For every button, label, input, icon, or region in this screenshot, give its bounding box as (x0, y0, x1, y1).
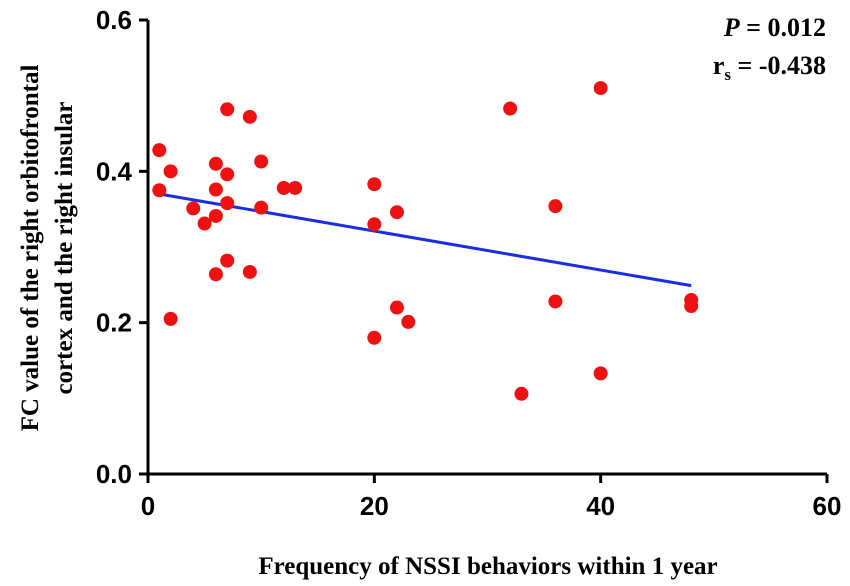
data-point (220, 167, 235, 182)
data-point (514, 386, 529, 401)
y-tick-label: 0.0 (96, 459, 132, 489)
r-value-annotation: rs = -0.438 (713, 51, 826, 84)
data-point (220, 196, 235, 211)
axes-layer: 0.0 0.2 0.4 0.6 0 20 40 60 (96, 5, 842, 521)
data-point (367, 217, 382, 232)
data-point (208, 156, 223, 171)
data-point (242, 109, 257, 124)
data-point (152, 183, 167, 198)
r-label: r (713, 51, 725, 80)
data-point (593, 366, 608, 381)
data-point (276, 180, 291, 195)
data-point (186, 201, 201, 216)
regression-line (159, 192, 692, 288)
data-point (163, 164, 178, 179)
x-tick-label: 60 (813, 491, 842, 521)
data-point (254, 200, 269, 215)
data-point (593, 81, 608, 96)
data-point (548, 199, 563, 214)
data-point (254, 154, 269, 169)
y-tick-label: 0.4 (96, 156, 133, 186)
y-axis-title-line2: cortex and the right insular (51, 101, 78, 394)
data-point (288, 180, 303, 195)
data-point (401, 314, 416, 329)
data-point (220, 102, 235, 117)
x-tick-label: 40 (586, 491, 615, 521)
x-tick-label: 0 (141, 491, 155, 521)
y-tick-label: 0.6 (96, 5, 132, 35)
data-point (548, 294, 563, 309)
data-point (220, 253, 235, 268)
x-axis-title: Frequency of NSSI behaviors within 1 yea… (258, 553, 717, 580)
data-point (503, 101, 518, 116)
data-point (208, 182, 223, 197)
data-point (242, 264, 257, 279)
data-point (197, 216, 212, 231)
x-tick-label: 20 (360, 491, 389, 521)
p-value-annotation: P = 0.012 (723, 13, 826, 42)
data-point (684, 299, 699, 314)
data-point (367, 330, 382, 345)
y-axis-title-line1: FC value of the right orbitofrontal (17, 65, 44, 432)
p-label: P (723, 13, 741, 42)
data-point (208, 267, 223, 282)
regression-line-layer (159, 192, 692, 288)
data-point (389, 300, 404, 315)
r-subscript: s (724, 65, 731, 84)
data-point (367, 177, 382, 192)
data-points-layer (152, 81, 699, 401)
data-point (389, 205, 404, 220)
data-point (208, 208, 223, 223)
p-value: = 0.012 (740, 13, 826, 42)
data-point (163, 311, 178, 326)
y-tick-label: 0.2 (96, 308, 132, 338)
data-point (152, 143, 167, 158)
r-value: = -0.438 (731, 51, 826, 80)
